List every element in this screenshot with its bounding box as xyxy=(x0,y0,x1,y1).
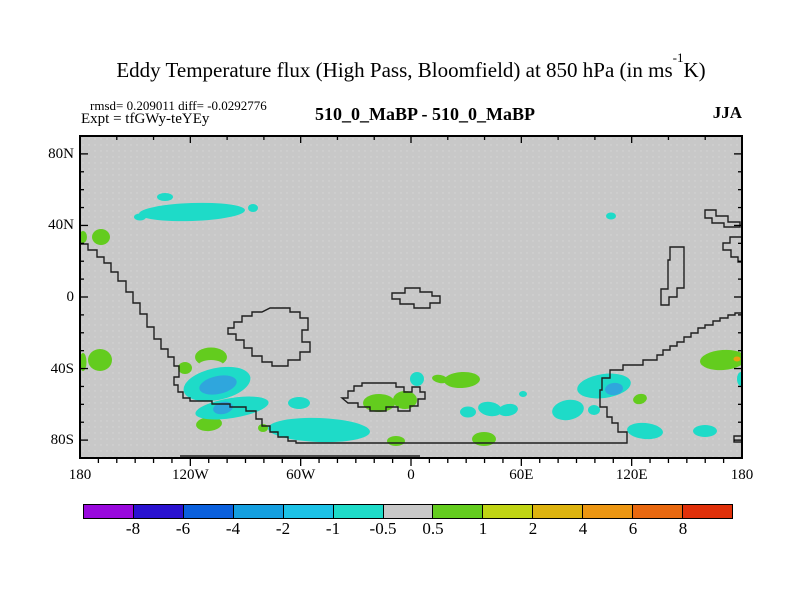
anomaly-blob xyxy=(88,349,112,371)
anomaly-blob xyxy=(134,213,146,221)
colorbar xyxy=(83,504,733,519)
stats-line: rmsd= 0.209011 diff= -0.0292776 xyxy=(90,98,267,113)
anomaly-blob xyxy=(733,356,741,362)
colorbar-cell xyxy=(382,504,434,519)
anomaly-blob xyxy=(258,424,268,432)
anomaly-blob xyxy=(519,391,527,397)
colorbar-cell xyxy=(132,504,184,519)
anomaly-blob xyxy=(460,406,476,418)
colorbar-cell xyxy=(432,504,484,519)
anomaly-blob xyxy=(80,231,87,243)
anomaly-blob xyxy=(552,399,584,421)
anomaly-blob xyxy=(606,212,616,220)
anomaly-blob xyxy=(627,422,663,440)
y-axis-label: 0 xyxy=(66,289,75,305)
colorbar-cell xyxy=(83,504,134,519)
colorbar-cell xyxy=(482,504,534,519)
colorbar-cell xyxy=(282,504,334,519)
anomaly-blob xyxy=(157,193,173,201)
plot-title-superscript: -1 xyxy=(672,49,684,65)
coastline xyxy=(227,307,311,367)
anomaly-blob xyxy=(139,202,245,222)
anomaly-blob xyxy=(268,417,370,443)
colorbar-cell xyxy=(332,504,384,519)
anomaly-blob xyxy=(432,374,448,384)
y-axis-label: 40S xyxy=(50,360,74,377)
anomaly-blob xyxy=(199,375,237,395)
coastline xyxy=(660,246,685,306)
colorbar-level-label: 6 xyxy=(628,519,638,538)
colorbar-cell xyxy=(532,504,584,519)
x-axis-label: 120W xyxy=(171,467,209,483)
run-comparison-label: 510_0_MaBP - 510_0_MaBP xyxy=(315,104,535,124)
colorbar-level-label: -0.5 xyxy=(369,519,397,538)
anomaly-blob xyxy=(387,436,405,446)
plot-title: Eddy Temperature flux (High Pass, Bloomf… xyxy=(80,50,742,83)
coastline xyxy=(722,236,742,263)
coastline xyxy=(391,287,441,309)
anomaly-blob xyxy=(700,349,742,371)
colorbar-level-label: 8 xyxy=(678,519,688,538)
season-label: JJA xyxy=(712,103,742,122)
anomaly-blob xyxy=(213,401,233,415)
anomaly-blob xyxy=(498,403,518,417)
colorbar-level-label: -2 xyxy=(275,519,291,538)
y-axis-label: 40N xyxy=(48,217,74,234)
map-area xyxy=(79,135,743,466)
colorbar-level-label: -6 xyxy=(175,519,191,538)
anomaly-blob xyxy=(363,394,395,412)
anomaly-blob xyxy=(288,397,310,409)
anomaly-blob xyxy=(80,353,87,371)
x-axis-label: 60W xyxy=(286,467,316,483)
anomaly-blob xyxy=(178,362,192,374)
colorbar-level-label: 0.5 xyxy=(422,519,444,538)
colorbar-cell xyxy=(632,504,684,519)
map-background xyxy=(80,136,742,458)
colorbar-level-label: 2 xyxy=(528,519,538,538)
colorbar-cell xyxy=(682,504,733,519)
anomaly-blobs-layer xyxy=(80,193,742,446)
anomaly-blob xyxy=(605,382,623,396)
anomaly-blob xyxy=(633,393,647,405)
anomaly-blob xyxy=(693,425,717,437)
anomaly-blob xyxy=(92,229,110,245)
anomaly-blob xyxy=(248,204,258,212)
anomaly-blob xyxy=(393,391,417,409)
colorbar-level-label: 1 xyxy=(478,519,488,538)
colorbar-level-label: -4 xyxy=(225,519,241,538)
y-axis-label: 80N xyxy=(48,145,74,162)
colorbar-cell xyxy=(582,504,634,519)
map-frame xyxy=(79,135,743,459)
x-axis-label: 0 xyxy=(407,467,415,483)
coastline xyxy=(340,382,426,412)
plot-title-text: Eddy Temperature flux (High Pass, Bloomf… xyxy=(116,58,673,82)
anomaly-blob xyxy=(478,401,502,417)
anomaly-blob xyxy=(444,371,480,389)
anomaly-blob xyxy=(588,405,600,415)
anomaly-blob xyxy=(410,372,424,386)
experiment-label: Expt = tfGWy-teYEy xyxy=(81,111,210,127)
x-axis-label: 180 xyxy=(730,467,754,483)
colorbar-cell xyxy=(232,504,284,519)
colorbar-level-label: -8 xyxy=(125,519,141,538)
coastline xyxy=(733,435,742,443)
x-axis-label: 60E xyxy=(509,467,534,483)
colorbar-cell xyxy=(182,504,234,519)
x-axis-label: 120E xyxy=(615,467,648,483)
coastline xyxy=(80,243,742,444)
colorbar-labels: -8 -6 -4 -2 -1 -0.5 0.5 1 2 4 6 8 xyxy=(83,520,733,540)
colorbar-level-label: -1 xyxy=(325,519,341,538)
map-canvas xyxy=(79,135,743,466)
anomaly-blob xyxy=(196,416,222,432)
colorbar-level-label: 4 xyxy=(578,519,588,538)
anomaly-blob xyxy=(737,372,742,386)
y-axis-label: 80S xyxy=(50,432,74,449)
coastline xyxy=(704,209,741,228)
coastline-layer xyxy=(80,209,742,457)
anomaly-blob xyxy=(472,432,496,446)
plot-title-suffix: K) xyxy=(683,58,706,82)
x-axis-label: 180 xyxy=(68,467,92,483)
